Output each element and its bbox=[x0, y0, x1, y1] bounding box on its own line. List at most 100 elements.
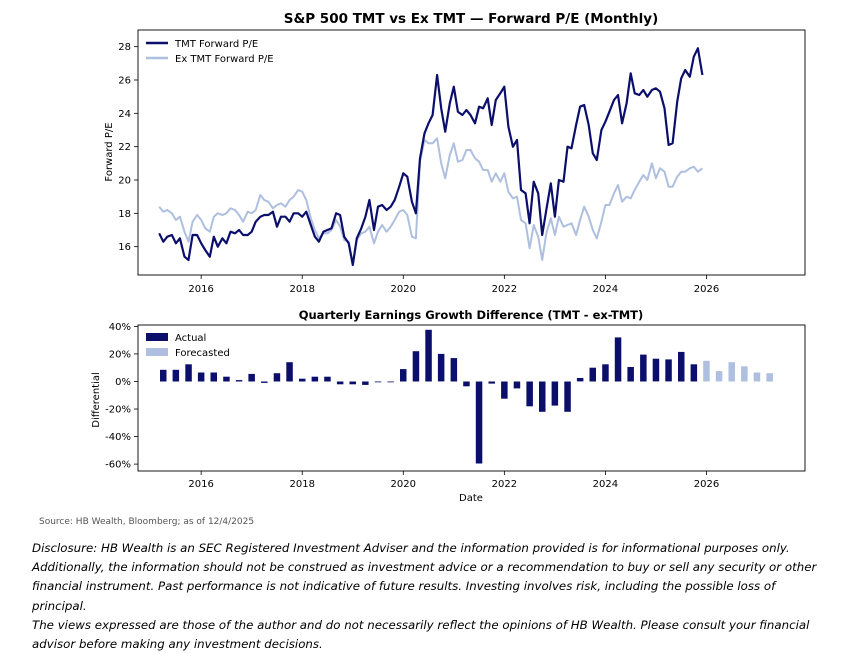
pe-x-tick-label: 2026 bbox=[694, 284, 719, 295]
actual-bar bbox=[475, 381, 483, 464]
pe-legend: TMT Forward P/E Ex TMT Forward P/E bbox=[146, 39, 274, 65]
actual-bar bbox=[690, 364, 698, 382]
actual-bar bbox=[652, 358, 660, 382]
actual-bar bbox=[551, 381, 559, 406]
forecast-bar bbox=[728, 362, 735, 382]
actual-bar bbox=[412, 351, 420, 382]
pe-y-tick-label: 24 bbox=[118, 109, 131, 120]
eg-chart-title: Quarterly Earnings Growth Difference (TM… bbox=[299, 308, 644, 322]
pe-y-tick-label: 20 bbox=[118, 176, 131, 187]
legend-label-tmt: TMT Forward P/E bbox=[174, 39, 258, 50]
ex-tmt-forward-pe-line bbox=[158, 137, 704, 265]
actual-bar bbox=[602, 364, 609, 382]
legend-label-forecasted: Forecasted bbox=[175, 348, 230, 359]
actual-bar bbox=[324, 376, 331, 382]
eg-x-tick-label: 2022 bbox=[492, 479, 517, 490]
actual-bar bbox=[223, 376, 230, 382]
actual-bar bbox=[286, 362, 293, 382]
actual-bar bbox=[248, 373, 255, 382]
eg-plot-frame bbox=[137, 324, 806, 472]
disclosure-line: financial instrument. Past performance i… bbox=[32, 579, 776, 613]
actual-bar bbox=[564, 381, 571, 412]
eg-y-tick-label: -20% bbox=[105, 405, 131, 416]
actual-bar bbox=[197, 372, 205, 382]
actual-bar bbox=[311, 376, 319, 382]
pe-x-tick-label: 2016 bbox=[188, 284, 213, 295]
actual-bar bbox=[273, 373, 281, 382]
actual-bar bbox=[400, 369, 407, 382]
actual-bar bbox=[362, 381, 369, 385]
eg-y-tick-label: 20% bbox=[109, 349, 131, 360]
actual-bar bbox=[261, 381, 268, 383]
actual-bar bbox=[387, 381, 394, 383]
pe-x-tick-label: 2024 bbox=[593, 284, 618, 295]
actual-bar bbox=[172, 369, 180, 382]
eg-x-tick-label: 2020 bbox=[391, 479, 416, 490]
actual-bar bbox=[349, 381, 356, 385]
forecast-bar bbox=[741, 366, 748, 382]
actual-bar bbox=[627, 367, 634, 382]
forecast-bar bbox=[753, 372, 761, 382]
eg-y-tick-label: 40% bbox=[109, 322, 131, 333]
pe-chart-title: S&P 500 TMT vs Ex TMT — Forward P/E (Mon… bbox=[284, 11, 659, 27]
eg-x-tick-label: 2026 bbox=[694, 479, 719, 490]
actual-bar bbox=[589, 367, 596, 382]
actual-bar bbox=[299, 378, 306, 382]
legend-label-ex-tmt: Ex TMT Forward P/E bbox=[175, 54, 274, 65]
actual-bar bbox=[185, 364, 192, 382]
pe-y-tick-label: 18 bbox=[118, 209, 131, 220]
disclosure-line: Additionally, the information should not… bbox=[32, 560, 817, 575]
eg-x-axis-label: Date bbox=[459, 493, 483, 504]
actual-bar bbox=[160, 369, 167, 382]
eg-y-tick-label: 0% bbox=[115, 377, 131, 388]
source-note: Source: HB Wealth, Bloomberg; as of 12/4… bbox=[39, 517, 255, 527]
eg-x-tick-label: 2018 bbox=[289, 479, 314, 490]
actual-bar bbox=[450, 358, 458, 382]
charts-figure: S&P 500 TMT vs Ex TMT — Forward P/E (Mon… bbox=[91, 11, 806, 504]
legend-label-actual: Actual bbox=[175, 333, 206, 344]
pe-y-tick-label: 28 bbox=[118, 42, 131, 53]
eg-y-axis-label: Differential bbox=[91, 372, 102, 428]
pe-x-tick-label: 2018 bbox=[289, 284, 314, 295]
pe-y-tick-label: 16 bbox=[118, 242, 131, 253]
pe-x-tick-label: 2022 bbox=[492, 284, 517, 295]
forecast-bar bbox=[715, 371, 723, 382]
disclosure-line: Disclosure: HB Wealth is an SEC Register… bbox=[32, 541, 790, 555]
actual-bar bbox=[665, 359, 672, 382]
tmt-forward-pe-line bbox=[158, 47, 704, 267]
actual-bar bbox=[614, 337, 622, 382]
actual-bar bbox=[374, 381, 382, 383]
actual-bar bbox=[425, 329, 432, 382]
pe-plot-frame bbox=[137, 29, 806, 276]
actual-bar bbox=[539, 381, 546, 412]
forecast-bar bbox=[766, 373, 773, 382]
pe-series-group bbox=[158, 47, 704, 267]
actual-bar bbox=[437, 353, 445, 382]
actual-bar bbox=[640, 354, 647, 382]
eg-x-axis: 2016 2018 2020 2022 2024 2026 bbox=[188, 471, 719, 490]
earnings-growth-chart: Quarterly Earnings Growth Difference (TM… bbox=[91, 308, 806, 504]
actual-bar bbox=[513, 381, 521, 389]
actual-bar bbox=[488, 381, 495, 384]
actual-bar bbox=[678, 351, 685, 382]
pe-y-tick-label: 26 bbox=[118, 76, 131, 87]
pe-y-axis: 16 18 20 22 24 26 28 bbox=[118, 42, 138, 253]
legend-swatch-forecasted bbox=[146, 348, 168, 356]
pe-x-tick-label: 2020 bbox=[391, 284, 416, 295]
legend-swatch-actual bbox=[146, 333, 168, 341]
disclosure-line: The views expressed are those of the aut… bbox=[32, 617, 810, 632]
actual-bar bbox=[526, 381, 533, 407]
eg-bars-group bbox=[160, 329, 773, 464]
actual-bar bbox=[501, 381, 508, 399]
eg-legend: Actual Forecasted bbox=[146, 333, 230, 359]
actual-bar bbox=[336, 381, 344, 385]
pe-x-axis: 2016 2018 2020 2022 2024 2026 bbox=[188, 275, 719, 295]
pe-y-axis-label: Forward P/E bbox=[104, 122, 115, 181]
eg-x-tick-label: 2016 bbox=[188, 479, 213, 490]
eg-x-tick-label: 2024 bbox=[593, 479, 618, 490]
disclosure-text: Disclosure: HB Wealth is an SEC Register… bbox=[32, 539, 832, 654]
eg-y-axis: 40% 20% 0% -20% -40% -60% bbox=[105, 322, 138, 471]
actual-bar bbox=[210, 372, 217, 382]
pe-y-tick-label: 22 bbox=[118, 142, 131, 153]
disclosure-line: advisor before making any investment dec… bbox=[32, 637, 323, 652]
